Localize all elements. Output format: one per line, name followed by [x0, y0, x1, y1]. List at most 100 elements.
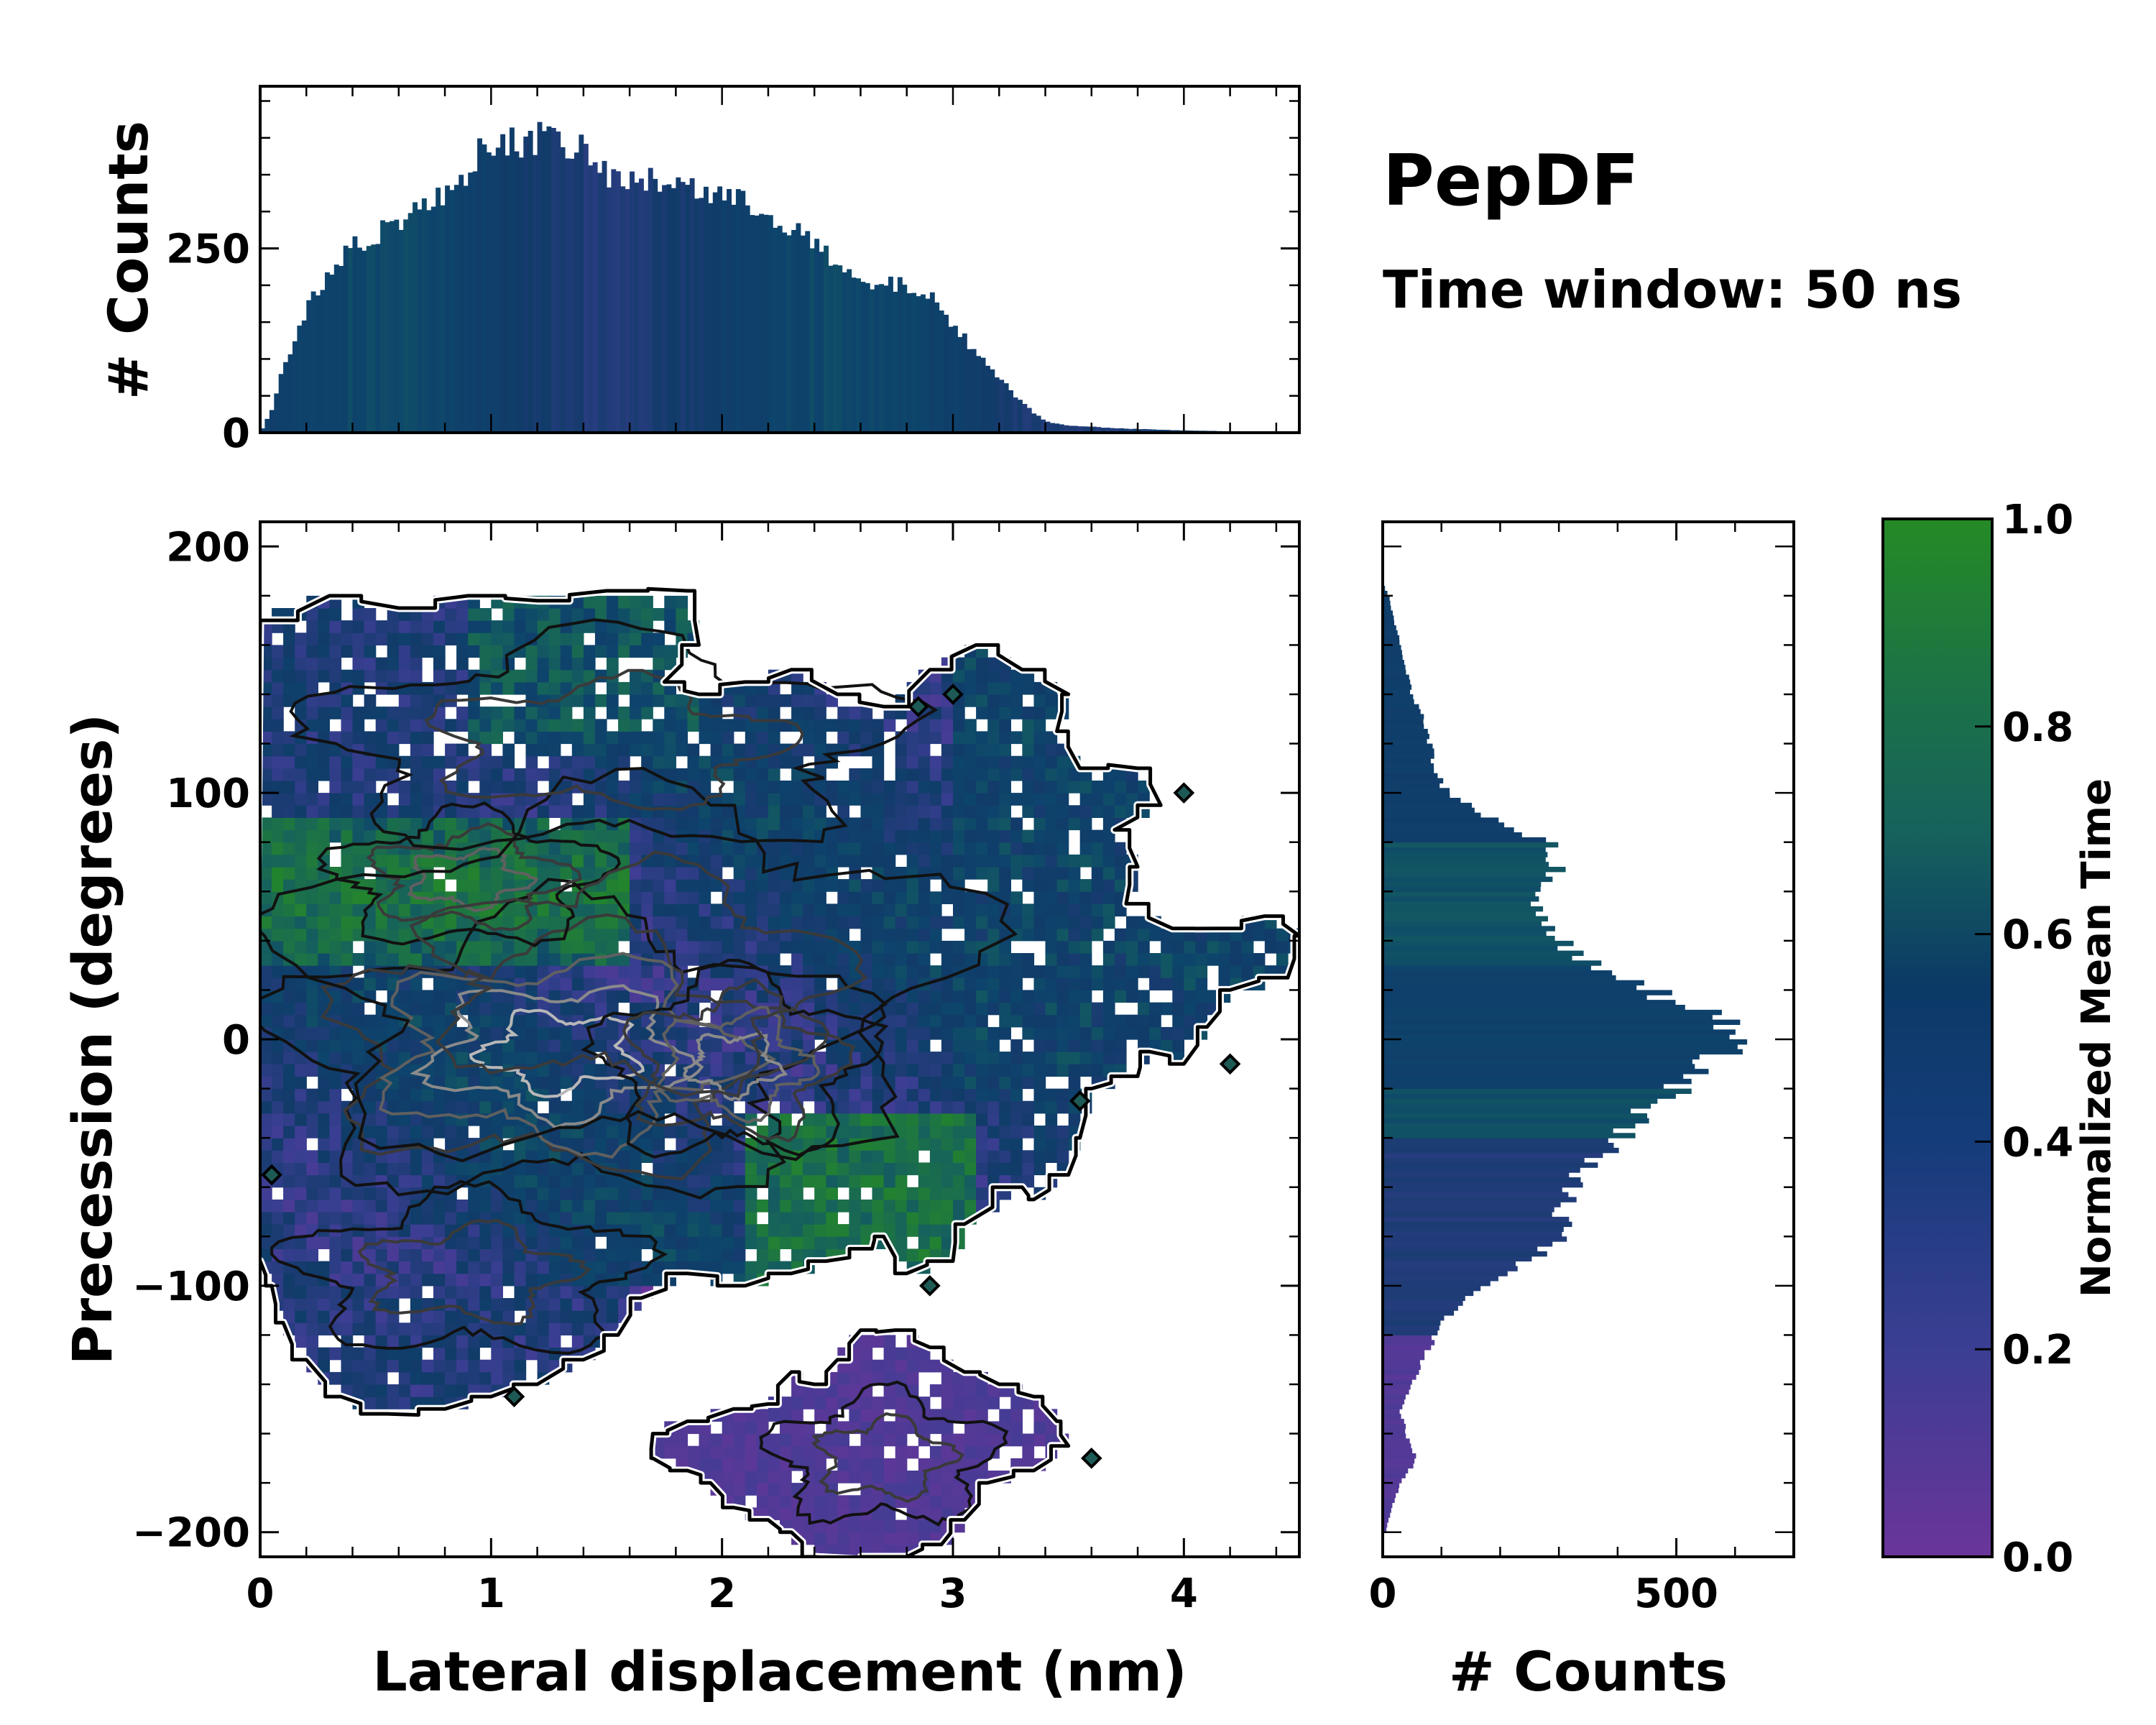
heatmap-cell — [929, 1162, 942, 1176]
heatmap-cell — [341, 645, 354, 658]
heatmap-cell — [1172, 953, 1184, 966]
heatmap-cell — [987, 978, 1000, 990]
heatmap-cell — [445, 793, 457, 806]
heatmap-cell — [953, 1126, 965, 1138]
heatmap-cell — [295, 940, 307, 954]
heatmap-cell — [306, 694, 318, 707]
heatmap-cell — [375, 916, 388, 929]
heatmap-cell — [1010, 842, 1023, 855]
heatmap-cell — [525, 645, 538, 658]
heatmap-cell — [1033, 731, 1046, 745]
heatmap-cell — [953, 1199, 965, 1213]
heatmap-cell — [607, 694, 619, 707]
top-histogram-bar — [579, 134, 584, 433]
heatmap-cell — [479, 645, 492, 658]
heatmap-cell — [953, 1076, 965, 1090]
heatmap-cell — [687, 743, 700, 757]
heatmap-cell — [826, 1014, 838, 1028]
heatmap-cell — [687, 879, 700, 892]
heatmap-cell — [976, 854, 988, 868]
heatmap-cell — [918, 1421, 931, 1435]
right-histogram-bar — [1383, 1517, 1389, 1523]
heatmap-cell — [883, 1199, 896, 1213]
heatmap-cell — [433, 620, 446, 633]
heatmap-cell — [883, 1076, 896, 1090]
heatmap-cell — [803, 694, 815, 707]
heatmap-cell — [1022, 743, 1035, 757]
heatmap-cell — [699, 940, 711, 954]
heatmap-cell — [1022, 1064, 1035, 1077]
heatmap-cell — [295, 1064, 307, 1077]
heatmap-cell — [987, 1162, 1000, 1176]
heatmap-cell — [571, 1199, 584, 1213]
colorbar-tick-label: 0.0 — [2002, 1535, 2073, 1581]
heatmap-cell — [722, 1224, 734, 1237]
top-histogram-bar — [611, 169, 617, 433]
heatmap-cell — [860, 817, 873, 831]
heatmap-cell — [410, 1347, 423, 1361]
heatmap-cell — [756, 817, 769, 831]
heatmap-cell — [906, 1126, 919, 1138]
heatmap-cell — [421, 1174, 434, 1188]
heatmap-cell — [548, 1322, 561, 1335]
heatmap-cell — [387, 1397, 400, 1409]
top-histogram-bar — [269, 410, 275, 433]
top-histogram-bar — [583, 144, 589, 433]
heatmap-cell — [687, 1026, 700, 1040]
heatmap-cell — [410, 1174, 423, 1188]
heatmap-cell — [906, 1026, 919, 1040]
heatmap-cell — [260, 854, 272, 868]
heatmap-cell — [537, 1224, 550, 1237]
heatmap-cell — [329, 879, 342, 892]
heatmap-cell — [826, 903, 838, 917]
heatmap-cell — [756, 1495, 769, 1508]
heatmap-cell — [548, 1076, 561, 1090]
heatmap-cell — [1195, 953, 1208, 966]
right-histogram-bar — [1383, 857, 1546, 862]
heatmap-cell — [571, 1162, 584, 1176]
heatmap-cell — [387, 805, 400, 818]
heatmap-cell — [999, 978, 1011, 990]
heatmap-cell — [421, 829, 434, 843]
heatmap-cell — [433, 1322, 446, 1335]
heatmap-cell — [860, 1458, 873, 1471]
heatmap-cell — [883, 1026, 896, 1040]
top-histogram-bar — [523, 137, 529, 433]
heatmap-cell — [895, 1162, 908, 1176]
heatmap-cell — [733, 1471, 746, 1484]
heatmap-cell — [583, 768, 596, 781]
heatmap-cell — [837, 916, 849, 929]
right-histogram-bar — [1383, 1285, 1481, 1292]
heatmap-cell — [1022, 1174, 1035, 1188]
heatmap-cell — [918, 719, 931, 732]
heatmap-cell — [860, 953, 873, 966]
heatmap-cell — [594, 903, 607, 917]
heatmap-cell — [445, 1273, 457, 1287]
heatmap-cell — [976, 1384, 988, 1397]
heatmap-cell — [1172, 978, 1184, 990]
heatmap-cell — [433, 978, 446, 990]
heatmap-cell — [883, 1064, 896, 1077]
right-histogram-bar — [1383, 1059, 1692, 1064]
heatmap-cell — [571, 1100, 584, 1114]
heatmap-cell — [849, 1224, 862, 1237]
heatmap-cell — [733, 891, 746, 904]
heatmap-cell — [525, 681, 538, 695]
heatmap-cell — [1056, 1138, 1069, 1151]
heatmap-cell — [918, 1174, 931, 1188]
heatmap-cell — [987, 842, 1000, 855]
heatmap-cell — [421, 1126, 434, 1138]
heatmap-cell — [872, 1113, 885, 1126]
heatmap-cell — [906, 1187, 919, 1200]
heatmap-cell — [722, 1064, 734, 1077]
heatmap-cell — [837, 990, 849, 1003]
top-histogram-bar — [727, 189, 732, 433]
heatmap-cell — [548, 978, 561, 990]
heatmap-cell — [1195, 965, 1208, 978]
heatmap-cell — [860, 1199, 873, 1213]
heatmap-cell — [502, 842, 515, 855]
heatmap-cell — [953, 953, 965, 966]
heatmap-cell — [583, 1187, 596, 1200]
heatmap-cell — [260, 1212, 272, 1225]
right-histogram-bar — [1383, 1502, 1393, 1508]
